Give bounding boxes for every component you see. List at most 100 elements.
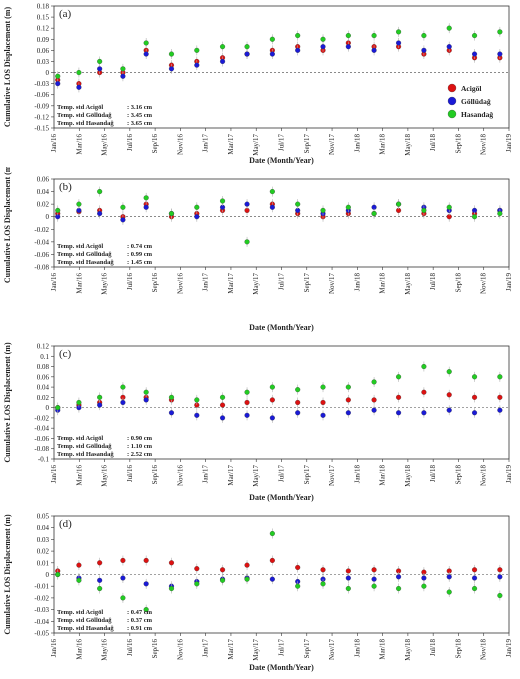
x-tick-label: Mar/17	[227, 639, 235, 660]
data-point-acigöl	[497, 567, 503, 573]
y-tick-label: -0.04	[34, 425, 49, 433]
x-tick-label: Jul/16	[126, 273, 134, 291]
data-point-göllüdağ	[345, 575, 351, 581]
data-point-hasandağ	[421, 207, 427, 213]
data-point-hasandağ	[421, 583, 427, 589]
x-tick-label: Mar/17	[227, 465, 235, 486]
data-point-hasandağ	[55, 73, 61, 79]
data-point-hasandağ	[295, 201, 301, 207]
y-tick-label: -0.06	[34, 435, 49, 443]
stats-value: : 3.16 cm	[127, 104, 153, 111]
data-point-göllüdağ	[194, 214, 200, 220]
data-point-hasandağ	[168, 211, 175, 217]
data-point-göllüdağ	[97, 66, 103, 72]
stats-value: : 1.45 cm	[127, 259, 153, 266]
data-point-hasandağ	[295, 33, 301, 39]
data-point-göllüdağ	[371, 576, 377, 582]
data-point-hasandağ	[97, 585, 103, 592]
chart-svg: 0.18 0.15 0.12 0.09 0.06 0.03 0 -0.03 -0.06 -0.09…	[3, 3, 513, 166]
x-tick-label: May/16	[101, 465, 109, 487]
x-tick-label: Sep/18	[454, 465, 462, 485]
x-tick-label: Jan/16	[50, 273, 58, 292]
x-tick-label: Nov/17	[328, 639, 336, 661]
stats-value: : 3.65 cm	[127, 120, 153, 127]
y-tick-label: 0.04	[37, 524, 50, 532]
x-tick-label: Mar/18	[379, 639, 387, 660]
y-tick-label: 0.04	[37, 384, 50, 392]
data-point-göllüdağ	[295, 410, 301, 416]
data-point-göllüdağ	[97, 211, 103, 217]
data-point-acigöl	[396, 394, 402, 400]
data-point-göllüdağ	[396, 410, 402, 416]
data-point-göllüdağ	[471, 51, 478, 57]
data-point-acigöl	[269, 557, 275, 564]
data-point-göllüdağ	[143, 204, 149, 210]
data-point-göllüdağ	[269, 576, 275, 582]
stats-label: Temp. std Hasandağ	[57, 625, 114, 632]
data-point-hasandağ	[168, 585, 175, 592]
x-tick-label: Nov/17	[328, 134, 336, 156]
data-point-acigöl	[143, 557, 149, 564]
legend-label: Acigöl	[461, 84, 481, 93]
data-point-hasandağ	[244, 576, 250, 582]
y-tick-label: 0.08	[37, 363, 50, 371]
data-point-hasandağ	[55, 571, 61, 578]
x-tick-label: Sep/18	[454, 639, 462, 659]
y-tick-label: 0.12	[37, 343, 50, 351]
data-point-acigöl	[371, 567, 377, 573]
data-point-hasandağ	[219, 198, 226, 204]
data-point-göllüdağ	[120, 575, 126, 581]
data-point-hasandağ	[421, 33, 427, 39]
x-tick-label: Nov/17	[328, 273, 336, 295]
data-point-göllüdağ	[320, 44, 326, 50]
y-tick-label: 0.03	[37, 536, 50, 544]
data-point-göllüdağ	[269, 51, 275, 57]
data-point-hasandağ	[345, 585, 351, 592]
x-tick-label: May/16	[101, 134, 109, 156]
data-point-göllüdağ	[219, 58, 226, 65]
data-point-acigöl	[471, 567, 478, 573]
data-point-göllüdağ	[244, 201, 250, 207]
data-point-acigöl	[345, 568, 351, 574]
x-tick-label: Jan/19	[505, 273, 513, 292]
data-point-hasandağ	[194, 581, 200, 587]
data-point-göllüdağ	[120, 217, 126, 223]
data-point-hasandağ	[194, 47, 200, 53]
x-tick-label: Jan/19	[505, 465, 513, 484]
data-point-hasandağ	[396, 585, 402, 592]
plot-frame	[53, 178, 510, 268]
x-tick-label: Nov/16	[176, 639, 184, 661]
data-point-acigöl	[219, 402, 226, 408]
data-point-hasandağ	[120, 595, 126, 601]
data-point-hasandağ	[76, 69, 82, 76]
x-tick-label: Sep/16	[151, 465, 159, 485]
data-point-acigöl	[194, 566, 200, 572]
y-tick-label: 0.18	[37, 3, 50, 11]
data-point-hasandağ	[320, 384, 326, 390]
data-point-acigöl	[244, 562, 250, 568]
x-tick-label: Jul/18	[429, 639, 437, 657]
y-axis-label: Cumulative LOS Displacement (m)	[3, 7, 12, 128]
x-tick-label: Sep/16	[151, 273, 159, 293]
legend-label: Hasandağ	[461, 110, 493, 119]
data-point-göllüdağ	[168, 66, 175, 72]
data-point-hasandağ	[320, 36, 326, 42]
y-tick-label: -0.05	[34, 630, 49, 638]
data-point-hasandağ	[396, 201, 402, 207]
data-point-hasandağ	[446, 589, 452, 595]
stats-label: Temp. std Acigöl	[57, 609, 103, 616]
data-point-göllüdağ	[497, 51, 503, 57]
y-tick-label: -0.09	[34, 102, 49, 110]
data-point-göllüdağ	[320, 412, 326, 418]
data-point-göllüdağ	[143, 397, 149, 403]
x-tick-label: Jan/18	[353, 465, 361, 484]
x-axis-label: Date (Month/Year)	[249, 663, 314, 672]
data-point-göllüdağ	[97, 577, 103, 583]
x-tick-label: Jan/16	[50, 465, 58, 484]
data-point-acigöl	[97, 560, 103, 566]
x-tick-label: Mar/18	[379, 273, 387, 294]
data-point-hasandağ	[320, 581, 326, 587]
legend-marker	[447, 109, 457, 119]
y-tick-label: 0.01	[37, 559, 50, 567]
x-tick-label: Sep/16	[151, 639, 159, 659]
